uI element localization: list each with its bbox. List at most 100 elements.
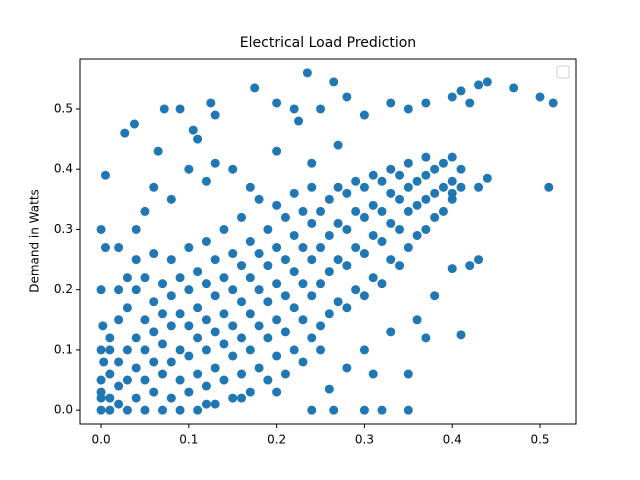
scatter-point xyxy=(237,333,247,343)
scatter-point xyxy=(351,285,361,295)
scatter-point xyxy=(149,327,159,337)
scatter-point xyxy=(403,158,413,168)
scatter-point xyxy=(114,399,124,409)
scatter-point xyxy=(237,212,247,222)
scatter-point xyxy=(272,243,282,253)
scatter-point xyxy=(105,369,115,379)
scatter-point xyxy=(228,321,238,331)
scatter-point xyxy=(403,206,413,216)
scatter-point xyxy=(219,375,229,385)
scatter-point xyxy=(100,243,110,253)
scatter-point xyxy=(201,345,211,355)
scatter-point xyxy=(114,381,124,391)
scatter-point xyxy=(219,273,229,283)
scatter-point xyxy=(153,146,163,156)
scatter-point xyxy=(544,182,554,192)
y-tick-label: 0.3 xyxy=(54,222,73,236)
scatter-point xyxy=(219,224,229,234)
scatter-point xyxy=(175,273,185,283)
scatter-point xyxy=(245,345,255,355)
scatter-point xyxy=(188,125,198,135)
scatter-point xyxy=(430,291,440,301)
scatter-point xyxy=(403,405,413,415)
scatter-point xyxy=(140,345,150,355)
scatter-point xyxy=(395,224,405,234)
scatter-point xyxy=(131,393,141,403)
scatter-point xyxy=(122,405,132,415)
scatter-point xyxy=(140,273,150,283)
scatter-point xyxy=(210,327,220,337)
scatter-point xyxy=(166,357,176,367)
scatter-point xyxy=(140,206,150,216)
scatter-point xyxy=(298,206,308,216)
scatter-point xyxy=(430,212,440,222)
scatter-point xyxy=(474,255,484,265)
scatter-point xyxy=(280,255,290,265)
scatter-point xyxy=(333,182,343,192)
scatter-point xyxy=(386,255,396,265)
scatter-point xyxy=(289,188,299,198)
scatter-point xyxy=(272,200,282,210)
scatter-point xyxy=(298,279,308,289)
scatter-point xyxy=(329,405,339,415)
scatter-point xyxy=(96,224,106,234)
scatter-point xyxy=(272,387,282,397)
scatter-point xyxy=(149,249,159,259)
scatter-point xyxy=(166,291,176,301)
scatter-point xyxy=(307,158,317,168)
scatter-point xyxy=(412,230,422,240)
scatter-point xyxy=(412,315,422,325)
scatter-point xyxy=(509,83,519,93)
scatter-point xyxy=(96,375,106,385)
scatter-point xyxy=(316,279,326,289)
scatter-point xyxy=(158,369,168,379)
x-tick-label: 0.4 xyxy=(443,433,462,447)
scatter-point xyxy=(289,303,299,313)
scatter-point xyxy=(447,264,457,274)
scatter-point xyxy=(201,399,211,409)
scatter-point xyxy=(193,369,203,379)
scatter-point xyxy=(351,206,361,216)
scatter-point xyxy=(316,206,326,216)
scatter-point xyxy=(105,393,115,403)
scatter-point xyxy=(166,321,176,331)
scatter-point xyxy=(254,321,264,331)
scatter-point xyxy=(368,273,378,283)
scatter-point xyxy=(465,261,475,271)
scatter-point xyxy=(280,327,290,337)
scatter-point xyxy=(294,116,304,126)
scatter-point xyxy=(96,387,106,397)
scatter-point xyxy=(289,345,299,355)
scatter-point xyxy=(548,98,558,108)
scatter-point xyxy=(201,279,211,289)
scatter-point xyxy=(395,194,405,204)
legend-box xyxy=(556,65,570,79)
scatter-point xyxy=(210,158,220,168)
scatter-point xyxy=(456,182,466,192)
scatter-point xyxy=(377,279,387,289)
scatter-point xyxy=(100,170,110,180)
scatter-point xyxy=(333,140,343,150)
scatter-point xyxy=(149,182,159,192)
scatter-point xyxy=(272,146,282,156)
scatter-point xyxy=(114,315,124,325)
scatter-point xyxy=(403,182,413,192)
scatter-point xyxy=(184,164,194,174)
scatter-point xyxy=(298,357,308,367)
scatter-point xyxy=(412,200,422,210)
scatter-point xyxy=(131,224,141,234)
scatter-point xyxy=(184,351,194,361)
scatter-point xyxy=(149,357,159,367)
scatter-point xyxy=(175,375,185,385)
scatter-point xyxy=(105,333,115,343)
scatter-point xyxy=(395,261,405,271)
scatter-point xyxy=(368,170,378,180)
scatter-point xyxy=(175,405,185,415)
scatter-point xyxy=(201,237,211,246)
points xyxy=(96,68,558,415)
scatter-point xyxy=(263,224,273,234)
scatter-point xyxy=(166,194,176,204)
scatter-point xyxy=(210,363,220,373)
scatter-point xyxy=(263,333,273,343)
scatter-point xyxy=(140,375,150,385)
